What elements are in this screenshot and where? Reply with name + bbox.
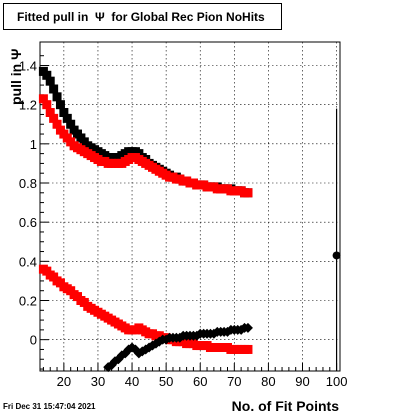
- y-tick-label: 0.4: [19, 254, 37, 269]
- chart-title-box: Fitted pull in Ψ for Global Rec Pion NoH…: [3, 3, 282, 30]
- data-point: [243, 344, 253, 354]
- series-4: [103, 322, 253, 373]
- series-3: [38, 264, 253, 354]
- y-tick-label: 0.2: [19, 294, 37, 309]
- grid-lines: [40, 42, 340, 371]
- data-point: [332, 251, 341, 260]
- data-point: [243, 188, 253, 198]
- x-tick-label: 50: [159, 374, 173, 389]
- data-point: [45, 76, 55, 86]
- axes: 20 30 40 50 60 70 80 90 100 0 0.2 0.4 0.6 0.8 1 1.2 1.4: [19, 55, 348, 389]
- data-point: [242, 322, 253, 333]
- x-tick-label: 70: [227, 374, 241, 389]
- data-point: [45, 108, 55, 117]
- plot-frame: [39, 41, 341, 372]
- series-2: [38, 94, 253, 198]
- data-point: [52, 92, 62, 102]
- data-point: [62, 113, 72, 123]
- data-point: [120, 348, 131, 359]
- y-tick-label: 1.2: [19, 98, 37, 113]
- x-tick-label: 80: [261, 374, 275, 389]
- x-tick-label: 40: [125, 374, 139, 389]
- x-axis-label: No. of Fit Points: [232, 398, 340, 414]
- data-point: [42, 100, 52, 110]
- timestamp-footer: Fri Dec 31 15:47:04 2021: [3, 402, 96, 411]
- x-tick-label: 60: [193, 374, 207, 389]
- y-tick-label: 1: [30, 137, 37, 152]
- x-tick-label: 20: [57, 374, 71, 389]
- data-point: [49, 84, 59, 94]
- y-tick-label: 0.8: [19, 176, 37, 191]
- data-point: [55, 100, 65, 110]
- x-tick-label: 100: [326, 374, 348, 389]
- y-axis-label: pull in Ψ: [8, 49, 24, 105]
- x-tick-label: 90: [295, 374, 309, 389]
- x-tick-label: 30: [91, 374, 105, 389]
- data-point: [49, 113, 59, 123]
- data-point: [66, 119, 76, 129]
- y-tick-label: 1.4: [19, 59, 37, 74]
- data-point: [38, 94, 48, 104]
- data-point: [59, 108, 69, 117]
- series-1: [38, 66, 253, 198]
- data-point: [42, 70, 52, 80]
- chart-title: Fitted pull in Ψ for Global Rec Pion NoH…: [17, 9, 265, 24]
- y-tick-label: 0: [30, 333, 37, 348]
- y-tick-label: 0.6: [19, 215, 37, 230]
- series-5: [332, 108, 341, 371]
- data-point: [52, 119, 62, 129]
- data-series: [38, 66, 341, 373]
